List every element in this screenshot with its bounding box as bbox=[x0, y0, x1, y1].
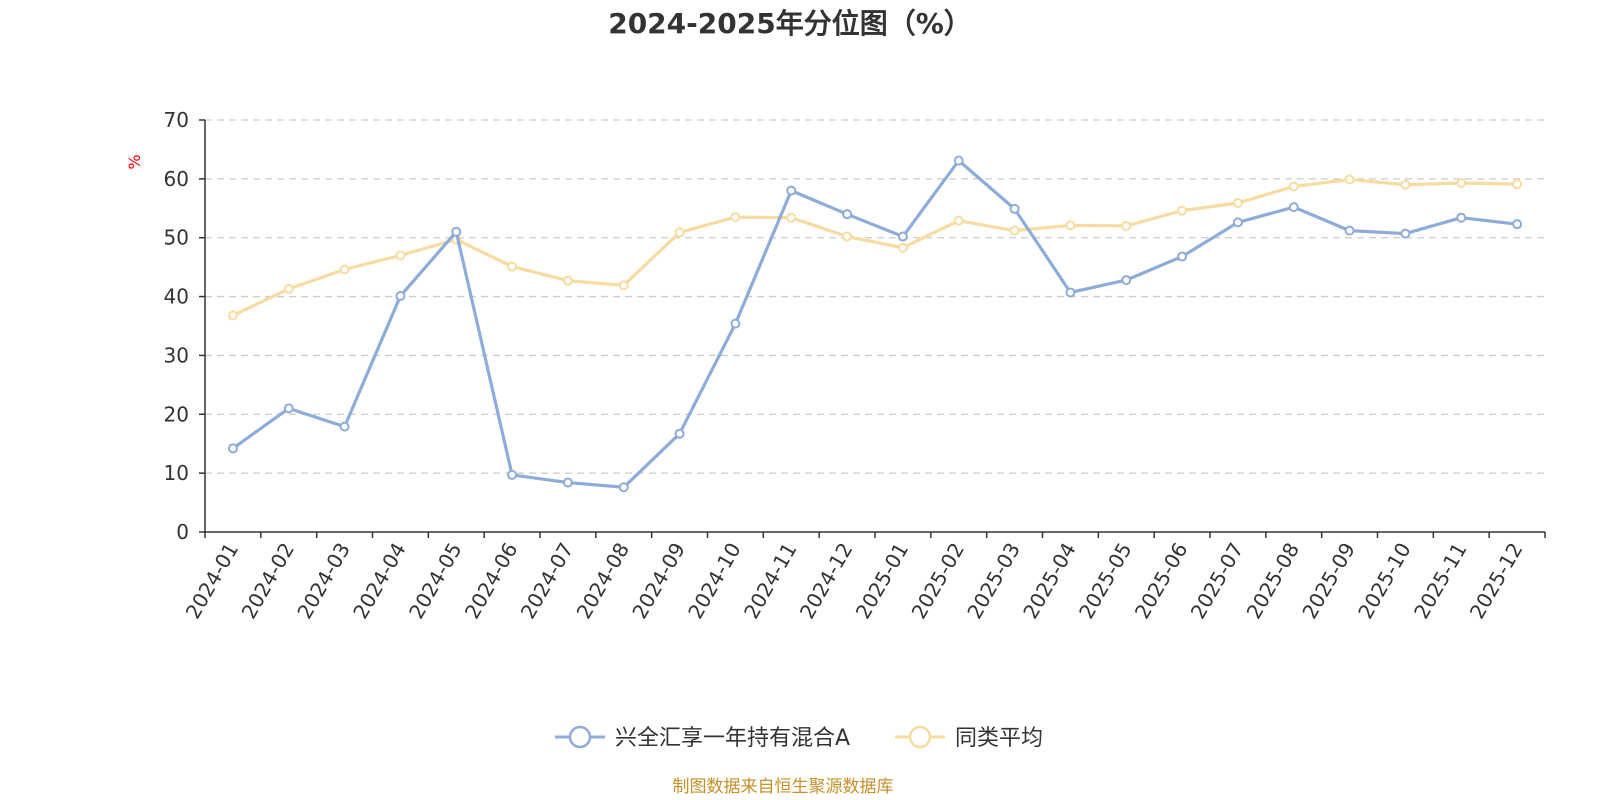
x-tick-label: 2025-05 bbox=[1074, 539, 1137, 623]
data-point[interactable] bbox=[897, 242, 908, 253]
data-point[interactable] bbox=[1288, 181, 1299, 192]
x-tick-label: 2025-02 bbox=[907, 539, 970, 623]
series-0 bbox=[227, 155, 1523, 493]
data-point[interactable] bbox=[1232, 197, 1243, 208]
x-tick-label: 2025-04 bbox=[1018, 539, 1081, 623]
x-tick-label: 2024-08 bbox=[572, 539, 635, 623]
data-point[interactable] bbox=[1344, 225, 1355, 236]
x-tick-label: 2025-12 bbox=[1465, 539, 1528, 623]
legend-label: 兴全汇享一年持有混合A bbox=[615, 726, 850, 751]
x-tick-label: 2025-08 bbox=[1242, 539, 1305, 623]
data-point[interactable] bbox=[283, 403, 294, 414]
data-point[interactable] bbox=[395, 250, 406, 261]
y-tick-label: 10 bbox=[164, 461, 189, 485]
x-tick-label: 2025-07 bbox=[1186, 539, 1249, 623]
source-note: 制图数据来自恒生聚源数据库 bbox=[673, 777, 894, 797]
series-layer bbox=[227, 155, 1523, 493]
data-point[interactable] bbox=[730, 318, 741, 329]
data-point[interactable] bbox=[1288, 202, 1299, 213]
data-point[interactable] bbox=[451, 226, 462, 237]
series-line bbox=[231, 159, 1518, 489]
data-point[interactable] bbox=[395, 290, 406, 301]
legend-label: 同类平均 bbox=[955, 726, 1043, 751]
data-point[interactable] bbox=[674, 227, 685, 238]
data-point[interactable] bbox=[1512, 219, 1523, 230]
y-tick-label: 0 bbox=[176, 520, 189, 544]
data-point[interactable] bbox=[674, 428, 685, 439]
data-point[interactable] bbox=[618, 482, 629, 493]
data-point[interactable] bbox=[786, 212, 797, 223]
series-1 bbox=[227, 174, 1523, 321]
x-tick-label: 2024-06 bbox=[460, 539, 523, 623]
data-point[interactable] bbox=[339, 421, 350, 432]
y-tick-label: 60 bbox=[164, 167, 189, 191]
data-point[interactable] bbox=[1065, 220, 1076, 231]
x-tick-label: 2024-12 bbox=[795, 539, 858, 623]
data-point[interactable] bbox=[842, 209, 853, 220]
x-tick-label: 2024-03 bbox=[292, 539, 355, 623]
data-point[interactable] bbox=[507, 261, 518, 272]
x-tick-label: 2025-03 bbox=[962, 538, 1025, 622]
x-tick-label: 2025-11 bbox=[1409, 539, 1472, 623]
data-point[interactable] bbox=[1177, 205, 1188, 216]
data-point[interactable] bbox=[562, 275, 573, 286]
x-tick-label: 2024-05 bbox=[404, 539, 467, 623]
data-point[interactable] bbox=[1400, 179, 1411, 190]
y-tick-label: 30 bbox=[164, 343, 189, 367]
data-point[interactable] bbox=[953, 155, 964, 166]
y-tick-labels: 0 10 20 30 40 50 60 70 bbox=[164, 108, 189, 544]
x-tick-label: 2025-10 bbox=[1353, 539, 1416, 623]
data-point[interactable] bbox=[283, 283, 294, 294]
data-point[interactable] bbox=[227, 310, 238, 321]
legend-item-0[interactable]: 兴全汇享一年持有混合A bbox=[555, 725, 850, 751]
x-tick-label: 2024-11 bbox=[739, 539, 802, 623]
data-point[interactable] bbox=[1400, 228, 1411, 239]
data-point[interactable] bbox=[1512, 179, 1523, 190]
data-point[interactable] bbox=[1009, 203, 1020, 214]
grid-lines bbox=[205, 119, 1545, 474]
data-point[interactable] bbox=[1177, 251, 1188, 262]
y-axis-label: % bbox=[125, 154, 144, 169]
data-point[interactable] bbox=[618, 280, 629, 291]
x-tick-labels: 2024-012024-022024-032024-042024-052024-… bbox=[181, 538, 1528, 622]
x-tick-label: 2024-09 bbox=[627, 539, 690, 623]
chart-title: 2024-2025年分位图（%） bbox=[608, 7, 972, 40]
data-point[interactable] bbox=[227, 443, 238, 454]
data-point[interactable] bbox=[562, 477, 573, 488]
y-tick-label: 70 bbox=[164, 108, 189, 132]
data-point[interactable] bbox=[1121, 220, 1132, 231]
x-tick-label: 2024-07 bbox=[516, 539, 579, 623]
x-tick-label: 2025-01 bbox=[851, 539, 914, 623]
data-point[interactable] bbox=[1456, 177, 1467, 188]
x-tick-label: 2025-06 bbox=[1130, 539, 1193, 623]
x-tick-label: 2024-02 bbox=[237, 539, 300, 623]
axes bbox=[199, 119, 1546, 538]
data-point[interactable] bbox=[1344, 174, 1355, 185]
data-point[interactable] bbox=[842, 231, 853, 242]
x-tick-label: 2024-04 bbox=[348, 539, 411, 623]
series-line bbox=[232, 177, 1518, 317]
y-tick-label: 20 bbox=[164, 402, 189, 426]
data-point[interactable] bbox=[897, 231, 908, 242]
data-point[interactable] bbox=[507, 469, 518, 480]
data-point[interactable] bbox=[1232, 217, 1243, 228]
data-point[interactable] bbox=[730, 212, 741, 223]
data-point[interactable] bbox=[1065, 287, 1076, 298]
y-tick-label: 40 bbox=[164, 285, 189, 309]
data-point[interactable] bbox=[339, 264, 350, 275]
x-tick-label: 2024-10 bbox=[683, 539, 746, 623]
x-tick-label: 2025-09 bbox=[1297, 539, 1360, 623]
x-tick-label: 2024-01 bbox=[181, 539, 244, 623]
legend-marker bbox=[568, 725, 592, 749]
data-point[interactable] bbox=[953, 215, 964, 226]
legend-marker bbox=[908, 725, 932, 749]
data-point[interactable] bbox=[786, 185, 797, 196]
legend-item-1[interactable]: 同类平均 bbox=[895, 725, 1043, 751]
data-point[interactable] bbox=[1456, 212, 1467, 223]
legend[interactable]: 兴全汇享一年持有混合A 同类平均 bbox=[555, 725, 1043, 751]
data-point[interactable] bbox=[1121, 275, 1132, 286]
data-point[interactable] bbox=[1009, 225, 1020, 236]
y-tick-label: 50 bbox=[164, 226, 189, 250]
